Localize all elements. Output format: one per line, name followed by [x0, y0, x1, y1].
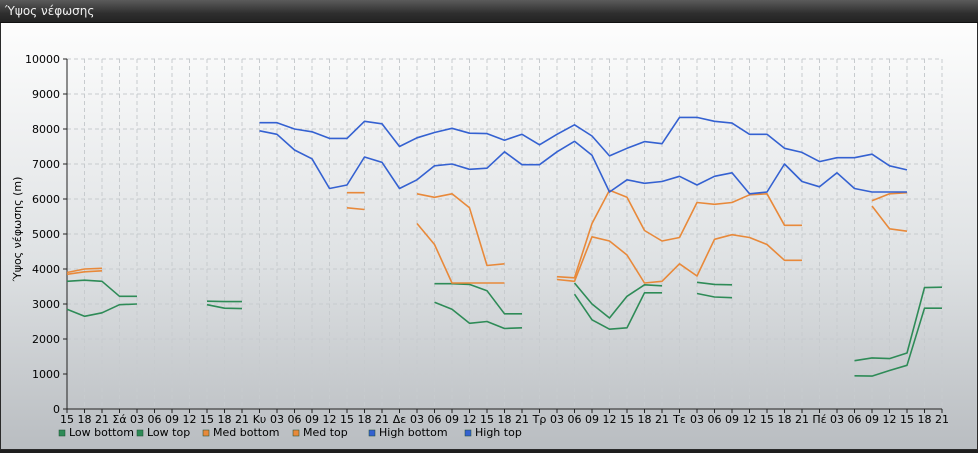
x-tick-label: 03 — [550, 413, 564, 426]
x-tick-label: 03 — [270, 413, 284, 426]
y-tick-label: 9000 — [32, 88, 60, 101]
x-tick-label: 09 — [585, 413, 599, 426]
x-tick-label: 12 — [603, 413, 617, 426]
legend-swatch — [368, 429, 376, 437]
x-tick-label: 06 — [708, 413, 722, 426]
grid-lines — [67, 58, 943, 409]
x-tick-label: 06 — [568, 413, 582, 426]
x-tick-label: 18 — [778, 413, 792, 426]
x-tick-label: 12 — [743, 413, 757, 426]
x-tick-label: 18 — [498, 413, 512, 426]
x-tick-label: 21 — [655, 413, 669, 426]
x-tick-label: 12 — [183, 413, 197, 426]
x-tick-label: 21 — [235, 413, 249, 426]
series-line-0 — [66, 292, 942, 377]
x-tick-label: 06 — [288, 413, 302, 426]
x-axis: 15 18 21 Σά 03 06 09 12 15 18 21 Κυ 03 06 09 12 15 18 21 Δε… — [60, 408, 949, 426]
x-tick-label: 18 — [358, 413, 372, 426]
series-line-1 — [66, 279, 943, 362]
legend-swatch — [292, 429, 300, 437]
x-tick-label: Δε — [393, 413, 407, 426]
x-tick-label: 21 — [95, 413, 109, 426]
x-tick-label: 12 — [323, 413, 337, 426]
y-axis-label: Ύψος νέφωσης (m) — [11, 177, 24, 283]
x-tick-label: 03 — [410, 413, 424, 426]
x-tick-label: 15 — [60, 413, 74, 426]
title-bar: Ύψος νέφωσης — [0, 0, 978, 23]
x-tick-label: Κυ — [253, 413, 267, 426]
x-tick-label: 06 — [428, 413, 442, 426]
legend-label: Low bottom — [69, 426, 134, 439]
y-tick-label: 2000 — [32, 333, 60, 346]
x-tick-label: 15 — [900, 413, 914, 426]
legend-swatch — [58, 429, 66, 437]
x-tick-label: 21 — [935, 413, 949, 426]
x-tick-label: 18 — [78, 413, 92, 426]
legend-label: Low top — [147, 426, 190, 439]
legend-swatch — [464, 429, 472, 437]
x-tick-label: 03 — [690, 413, 704, 426]
x-tick-label: 06 — [148, 413, 162, 426]
x-tick-label: 18 — [918, 413, 932, 426]
x-tick-label: 03 — [130, 413, 144, 426]
x-tick-label: 18 — [638, 413, 652, 426]
y-tick-label: 7000 — [32, 158, 60, 171]
x-tick-label: 09 — [865, 413, 879, 426]
x-tick-label: 12 — [883, 413, 897, 426]
x-tick-label: 15 — [480, 413, 494, 426]
x-tick-label: Τρ — [532, 413, 547, 426]
y-tick-label: 10000 — [25, 53, 60, 66]
x-tick-label: 09 — [445, 413, 459, 426]
x-tick-label: 15 — [340, 413, 354, 426]
legend-swatch — [136, 429, 144, 437]
series-lines — [66, 116, 943, 377]
legend-label: Med bottom — [213, 426, 280, 439]
y-tick-label: 0 — [53, 403, 60, 416]
x-tick-label: Σά — [112, 413, 126, 426]
series-line-2 — [66, 205, 908, 284]
series-line-3 — [66, 189, 908, 279]
x-tick-label: 09 — [165, 413, 179, 426]
window-title: Ύψος νέφωσης — [5, 4, 95, 18]
legend-label: High top — [475, 426, 522, 439]
chart-panel: 0 1000 2000 3000 4000 5000 6000 7000 8000 9000 100… — [1, 23, 977, 449]
x-tick-label: 21 — [375, 413, 389, 426]
legend-label: Med top — [303, 426, 348, 439]
legend-label: High bottom — [379, 426, 448, 439]
y-axis: 0 1000 2000 3000 4000 5000 6000 7000 8000 9000 100… — [25, 53, 68, 416]
x-tick-label: 03 — [830, 413, 844, 426]
x-tick-label: 12 — [463, 413, 477, 426]
legend-swatch — [202, 429, 210, 437]
x-tick-label: 06 — [848, 413, 862, 426]
x-tick-label: 15 — [200, 413, 214, 426]
x-tick-label: Πέ — [812, 413, 826, 426]
y-tick-label: 8000 — [32, 123, 60, 136]
x-tick-label: 21 — [515, 413, 529, 426]
y-tick-label: 5000 — [32, 228, 60, 241]
x-tick-label: 09 — [725, 413, 739, 426]
x-tick-label: 21 — [795, 413, 809, 426]
x-tick-label: Τε — [672, 413, 686, 426]
legend: Low bottom Low top Med bottom Med top High b… — [58, 426, 522, 439]
x-tick-label: 15 — [760, 413, 774, 426]
y-tick-label: 6000 — [32, 193, 60, 206]
y-tick-label: 1000 — [32, 368, 60, 381]
x-tick-label: 09 — [305, 413, 319, 426]
y-tick-label: 4000 — [32, 263, 60, 276]
x-tick-label: 15 — [620, 413, 634, 426]
series-line-5 — [259, 116, 908, 171]
series-line-4 — [259, 130, 907, 195]
x-tick-label: 18 — [218, 413, 232, 426]
y-tick-label: 3000 — [32, 298, 60, 311]
cloud-height-chart: 0 1000 2000 3000 4000 5000 6000 7000 8000 9000 100… — [11, 53, 949, 439]
